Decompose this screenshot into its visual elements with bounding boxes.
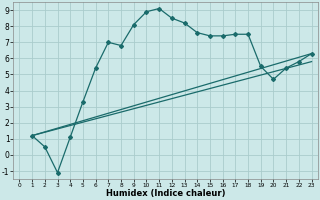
X-axis label: Humidex (Indice chaleur): Humidex (Indice chaleur) [106,189,225,198]
